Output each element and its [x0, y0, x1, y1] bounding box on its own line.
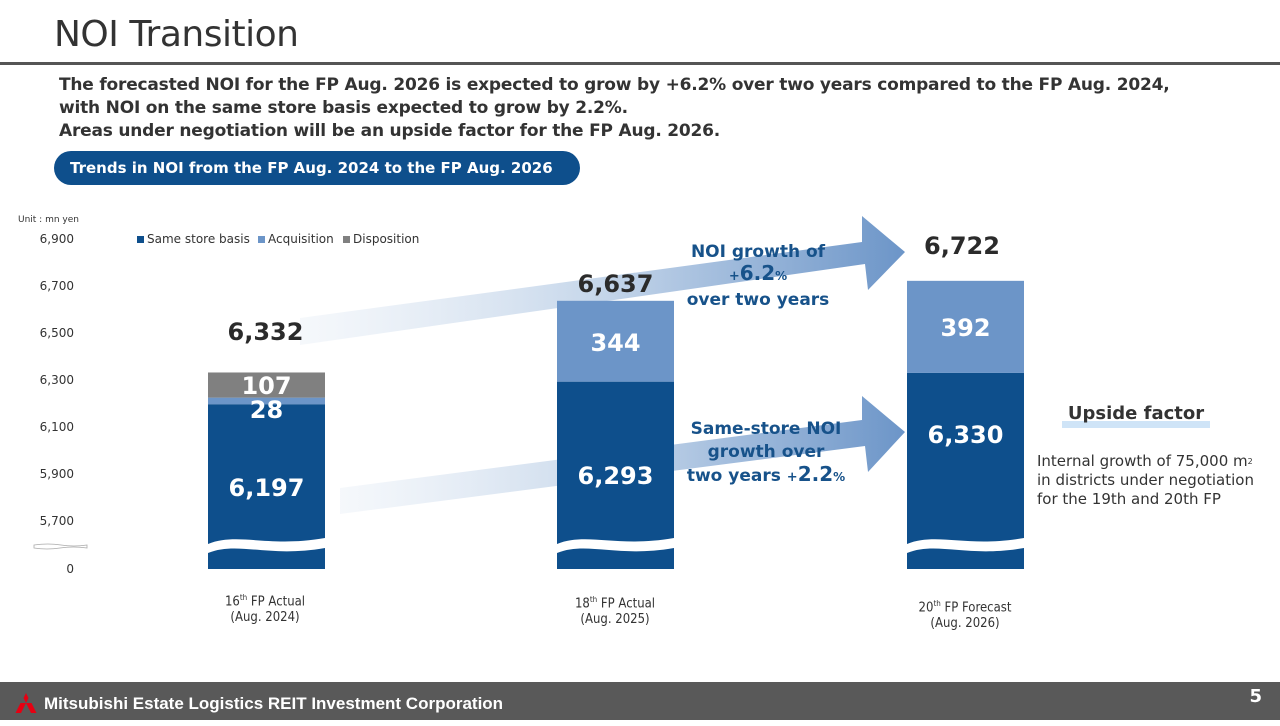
bar-segment-acquisition [208, 397, 325, 405]
y-tick-label: 6,500 [40, 326, 74, 340]
noi-growth-arrow [300, 216, 905, 345]
y-tick-label: 6,900 [40, 232, 74, 246]
acquisition-value-label: 392 [940, 314, 990, 342]
legend-swatch [137, 236, 144, 243]
bars [208, 280, 1024, 569]
same-store-value-label: 6,293 [578, 462, 654, 490]
same-store-growth-annotation: Same-store NOI [691, 419, 842, 439]
bar-segment-same-store-basis [907, 372, 1024, 569]
bar-segment-same-store-basis [557, 381, 674, 569]
legend-swatch [258, 236, 265, 243]
total-value-label: 6,332 [228, 318, 304, 346]
disposition-value-label: 107 [241, 372, 291, 400]
lead-line: with NOI on the same store basis expecte… [59, 98, 628, 118]
y-axis: Unit : mn yen 6,900 6,700 6,500 6,300 6,100 5,… [18, 215, 88, 576]
y-tick-label: 5,700 [40, 514, 74, 528]
legend-label: Same store basis [147, 232, 250, 246]
acquisition-value-label: 344 [590, 329, 640, 357]
bar-break-wave [208, 538, 325, 553]
bar-segment-disposition [208, 372, 325, 398]
total-value-label: 6,637 [578, 270, 654, 298]
same-store-value-label: 6,197 [229, 474, 305, 502]
total-value-label: 6,722 [924, 232, 1000, 260]
upside-title: Upside factor [1067, 403, 1205, 424]
title-divider [0, 62, 1280, 65]
bar-segment-acquisition [907, 280, 1024, 373]
footer: Mitsubishi Estate Logistics REIT Investm… [0, 682, 1280, 720]
noi-growth-percent: +6.2% [729, 261, 787, 285]
upside-description: Internal growth of 75,000 m2 in district… [1037, 452, 1254, 508]
legend-label: Disposition [353, 232, 419, 246]
x-tick-label: 20th FP Forecast (Aug. 2026) [918, 599, 1012, 632]
three-diamonds-logo-icon [15, 693, 37, 713]
bar-break-wave [557, 538, 674, 553]
section-heading-pill: Trends in NOI from the FP Aug. 2024 to t… [54, 151, 580, 185]
same-store-growth-annotation: growth over [708, 442, 825, 462]
y-tick-label: 0 [66, 562, 74, 576]
page-number: 5 [1249, 686, 1262, 707]
y-tick-label: 6,100 [40, 420, 74, 434]
axis-break-icon [33, 543, 88, 550]
bar-break-wave [907, 538, 1024, 553]
x-tick-label: 16th FP Actual (Aug. 2024) [224, 593, 306, 626]
noi-growth-annotation: over two years [687, 290, 830, 310]
upside-underline [1062, 421, 1210, 428]
legend: Same store basis Acquisition Disposition [137, 232, 419, 246]
same-store-growth-percent: two years +2.2% [687, 462, 845, 486]
acquisition-value-label: 28 [250, 396, 283, 424]
bar-segment-acquisition [557, 300, 674, 382]
company-name: Mitsubishi Estate Logistics REIT Investm… [44, 694, 504, 713]
y-tick-label: 6,700 [40, 279, 74, 293]
legend-swatch [343, 236, 350, 243]
lead-line: Areas under negotiation will be an upsid… [59, 121, 721, 141]
lead-summary: The forecasted NOI for the FP Aug. 2026 … [59, 74, 1170, 143]
y-tick-label: 6,300 [40, 373, 74, 387]
page-title: NOI Transition [54, 14, 299, 55]
noi-growth-annotation: NOI growth of [691, 242, 826, 262]
y-tick-label: 5,900 [40, 467, 74, 481]
noi-chart: Unit : mn yen 6,900 6,700 6,500 6,300 6,100 5,… [18, 215, 1024, 576]
x-tick-label: 18th FP Actual (Aug. 2025) [574, 595, 656, 628]
same-store-value-label: 6,330 [928, 421, 1004, 449]
lead-line: The forecasted NOI for the FP Aug. 2026 … [59, 75, 1170, 95]
unit-label: Unit : mn yen [18, 215, 79, 225]
legend-label: Acquisition [268, 232, 334, 246]
